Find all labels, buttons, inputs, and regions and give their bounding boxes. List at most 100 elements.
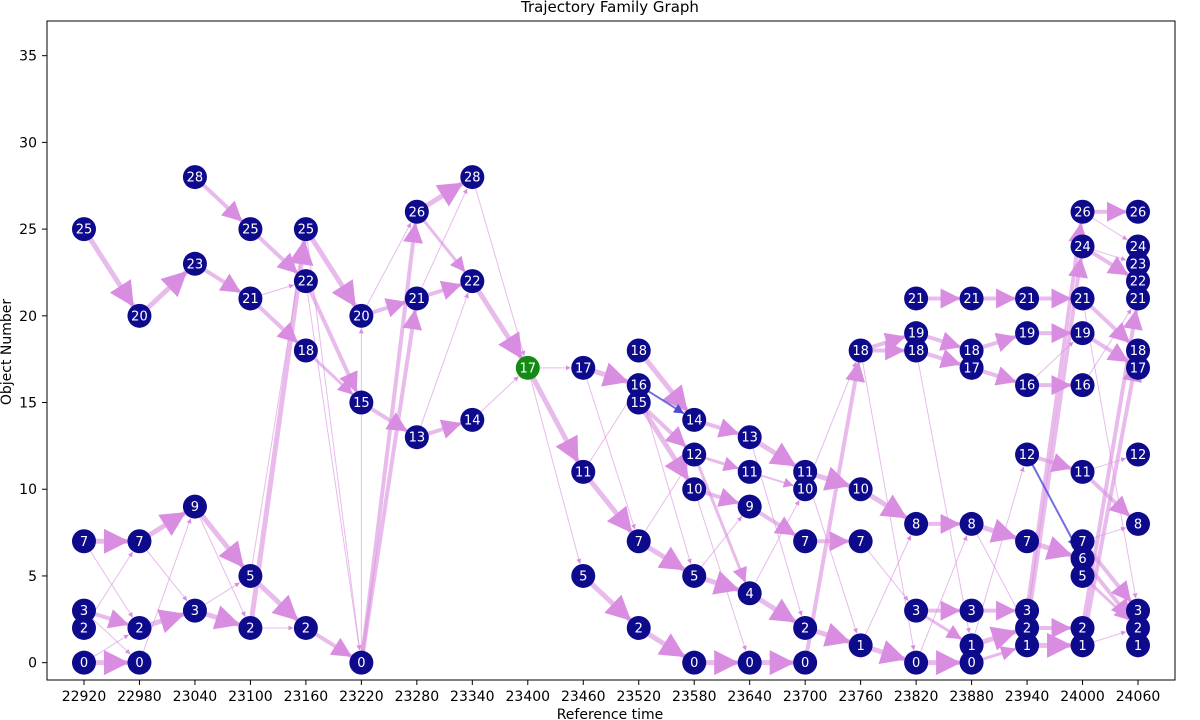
node-label: 11 <box>741 465 758 480</box>
trajectory-edge <box>1090 250 1129 277</box>
trajectory-node: 19 <box>904 321 929 346</box>
node-circle <box>1015 442 1040 467</box>
node-circle <box>737 459 762 484</box>
node-circle <box>737 425 762 450</box>
trajectory-node: 17 <box>571 355 596 380</box>
trajectory-node: 22 <box>460 269 485 294</box>
node-label: 9 <box>746 500 754 515</box>
trajectory-node: 14 <box>682 407 707 432</box>
node-label: 2 <box>801 621 809 636</box>
trajectory-edge <box>647 390 685 414</box>
x-tick-label: 23340 <box>450 689 495 705</box>
trajectory-edge <box>920 535 968 653</box>
node-label: 10 <box>852 483 869 498</box>
node-label: 2 <box>1078 621 1086 636</box>
node-label: 3 <box>967 604 975 619</box>
trajectory-node: 0 <box>349 650 374 675</box>
trajectory-edge <box>809 362 857 479</box>
trajectory-node: 2 <box>1126 615 1151 640</box>
node-label: 21 <box>1074 292 1091 307</box>
trajectory-edge <box>1092 217 1128 241</box>
trajectory-node: 10 <box>682 477 707 502</box>
node-circle <box>959 633 984 658</box>
trajectory-edge <box>592 362 629 387</box>
node-label: 17 <box>520 361 537 376</box>
x-tick-label: 23580 <box>672 689 717 705</box>
trajectory-node: 2 <box>127 615 152 640</box>
node-circle <box>460 407 485 432</box>
trajectory-node: 1 <box>1070 633 1095 658</box>
trajectory-edge <box>366 222 412 306</box>
node-label: 9 <box>191 500 199 515</box>
node-circle <box>1126 511 1151 536</box>
node-label: 28 <box>187 171 204 186</box>
node-circle <box>1070 615 1095 640</box>
node-circle <box>571 459 596 484</box>
trajectory-edge <box>870 332 906 352</box>
trajectory-node: 13 <box>737 425 762 450</box>
node-circle <box>848 529 873 554</box>
node-circle <box>904 650 929 675</box>
x-tick-label: 23820 <box>894 689 939 705</box>
node-circle <box>1070 529 1095 554</box>
node-circle <box>1126 442 1151 467</box>
node-circle <box>1070 199 1095 224</box>
y-tick-label: 15 <box>19 396 37 412</box>
x-tick-label: 23280 <box>395 689 440 705</box>
node-circle <box>959 598 984 623</box>
node-label: 18 <box>1130 344 1147 359</box>
trajectory-edge <box>249 239 314 619</box>
trajectory-node: 3 <box>1015 598 1040 623</box>
node-circle <box>127 650 152 675</box>
node-label: 1 <box>967 639 975 654</box>
trajectory-node: 23 <box>182 251 207 276</box>
trajectory-node: 5 <box>1070 563 1095 588</box>
node-label: 20 <box>131 309 148 324</box>
node-circle <box>626 338 651 363</box>
trajectory-edge <box>757 510 797 537</box>
trajectory-node: 25 <box>238 217 263 242</box>
trajectory-node: 2 <box>793 615 818 640</box>
node-label: 4 <box>746 587 754 602</box>
node-circle <box>1070 373 1095 398</box>
edges-layer <box>87 181 1143 676</box>
trajectory-edge <box>309 236 357 308</box>
node-circle <box>626 390 651 415</box>
node-label: 19 <box>1074 327 1091 342</box>
trajectory-edge <box>980 626 1018 651</box>
node-label: 22 <box>464 275 481 290</box>
node-label: 16 <box>1074 379 1091 394</box>
trajectory-node: 26 <box>1070 199 1095 224</box>
trajectory-edge <box>703 570 740 595</box>
trajectory-node: 26 <box>404 199 429 224</box>
trajectory-node: 18 <box>904 338 929 363</box>
trajectory-edge <box>981 646 1017 661</box>
trajectory-node: 13 <box>404 425 429 450</box>
trajectory-node: 18 <box>626 338 651 363</box>
trajectory-edge <box>586 378 636 530</box>
trajectory-edge <box>697 464 747 583</box>
node-label: 0 <box>967 656 975 671</box>
node-circle <box>682 650 707 675</box>
trajectory-node: 2 <box>626 615 651 640</box>
node-circle <box>1015 321 1040 346</box>
trajectory-edge <box>867 550 909 601</box>
node-label: 0 <box>746 656 754 671</box>
node-circle <box>293 217 318 242</box>
node-label: 0 <box>801 656 809 671</box>
node-label: 5 <box>579 569 587 584</box>
node-label: 2 <box>635 621 643 636</box>
trajectory-edge <box>257 235 299 275</box>
trajectory-node: 4 <box>737 581 762 606</box>
trajectory-edge <box>199 513 245 569</box>
x-tick-label: 23940 <box>1005 689 1050 705</box>
node-label: 0 <box>912 656 920 671</box>
trajectory-edge <box>89 550 133 618</box>
trajectory-node: 10 <box>848 477 873 502</box>
node-label: 23 <box>187 257 204 272</box>
node-label: 15 <box>353 396 370 411</box>
trajectory-node: 18 <box>1126 338 1151 363</box>
trajectory-edge <box>589 395 633 463</box>
node-label: 23 <box>1130 257 1147 272</box>
node-label: 20 <box>353 309 370 324</box>
